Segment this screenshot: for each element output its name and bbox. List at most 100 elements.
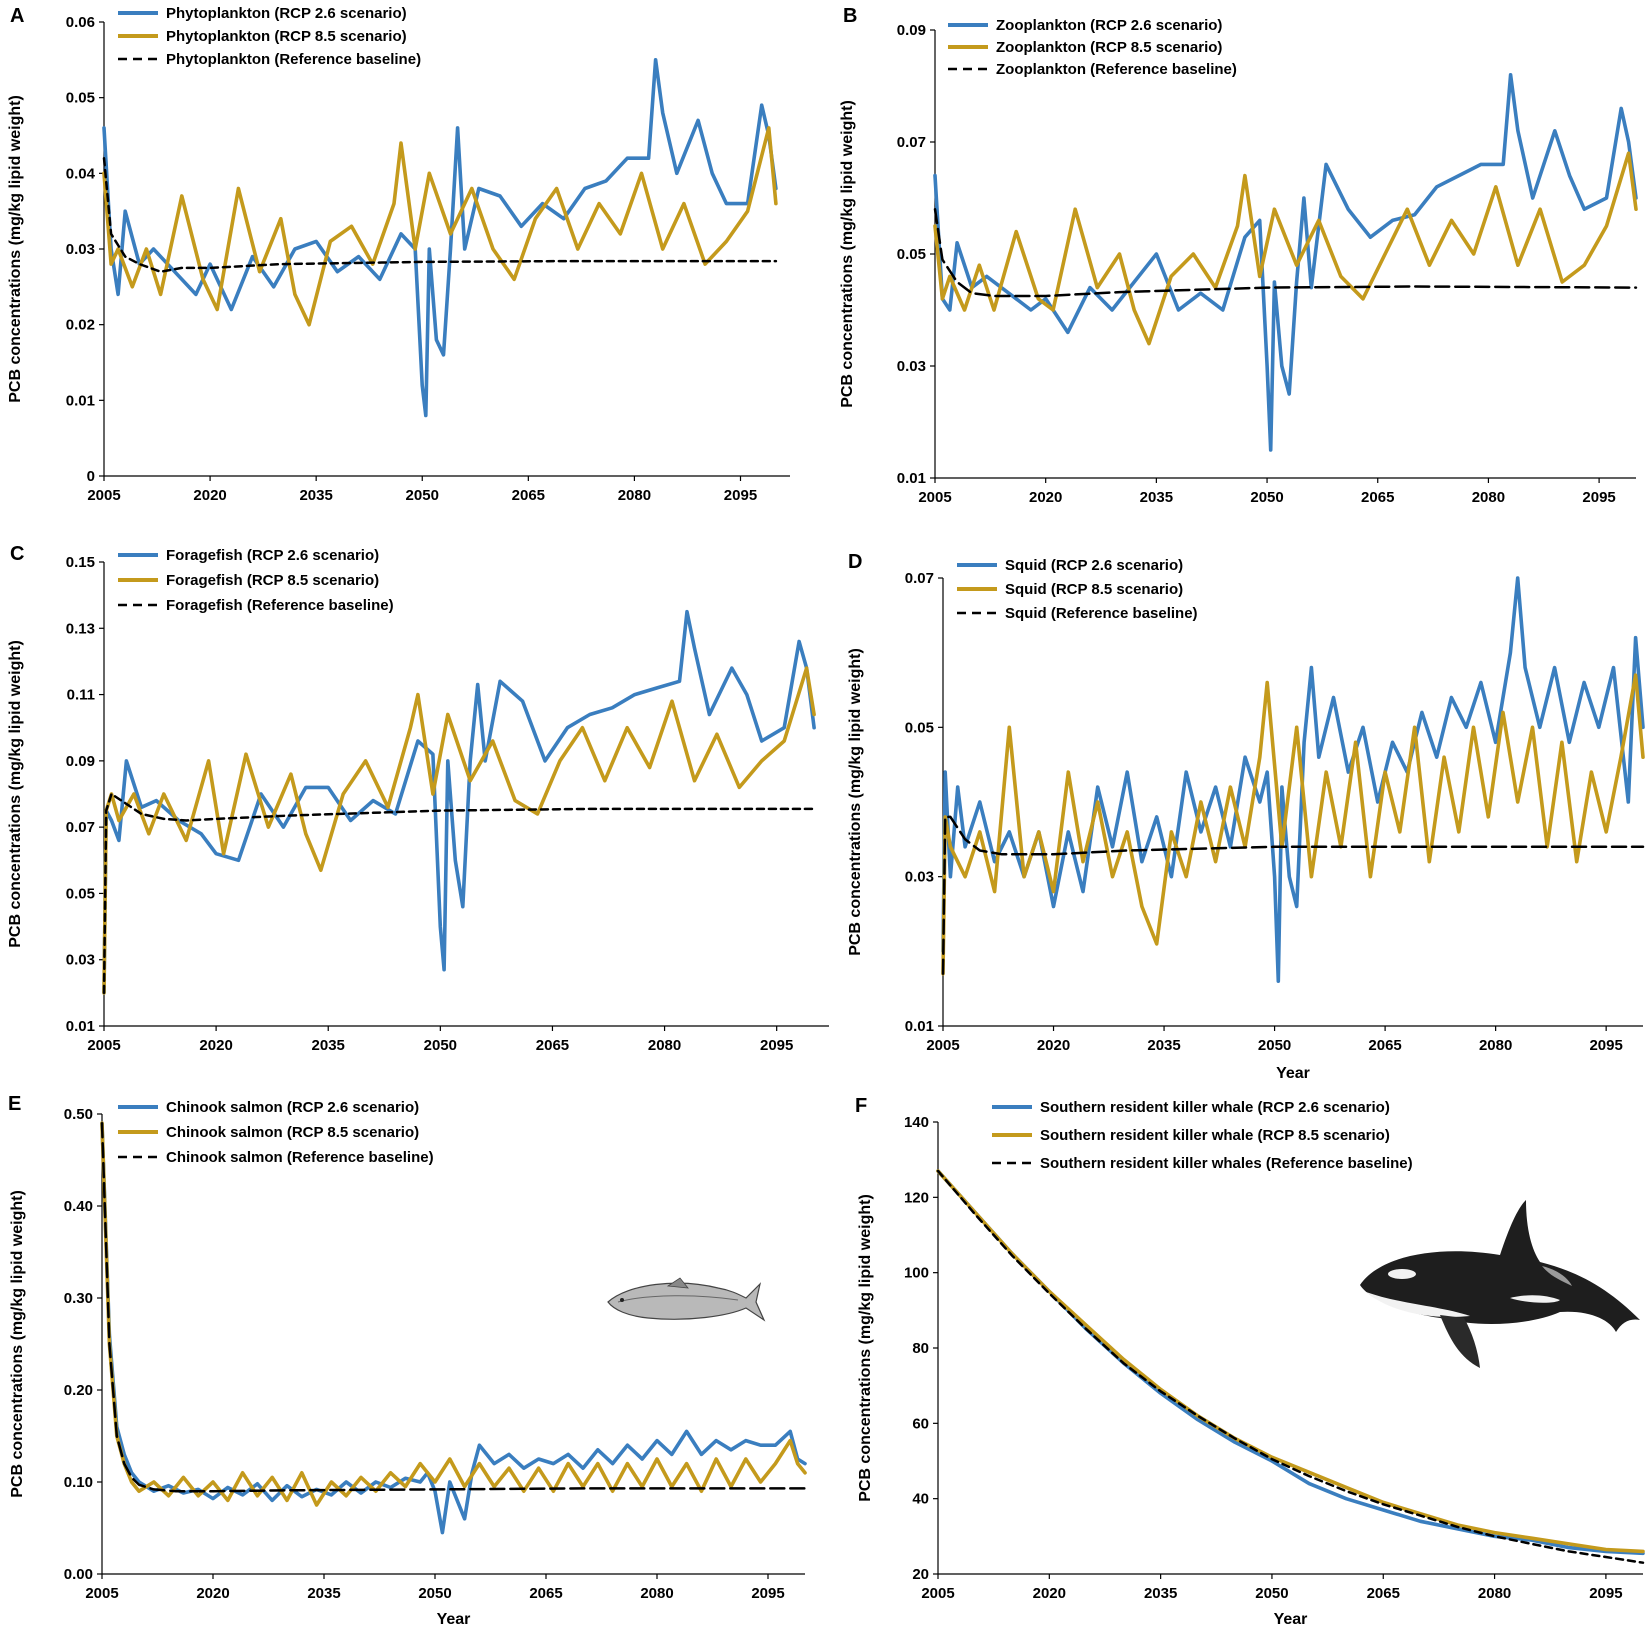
y-tick-label: 0.50	[64, 1106, 93, 1123]
y-tick-label: 0.03	[66, 241, 95, 258]
y-tick-label: 40	[912, 1491, 929, 1508]
legend-entry: Foragefish (RCP 8.5 scenario)	[166, 572, 379, 589]
x-tick-label: 2020	[193, 487, 226, 504]
x-tick-label: 2005	[87, 1037, 120, 1054]
y-tick-label: 0.10	[64, 1474, 93, 1491]
x-tick-label: 2095	[751, 1585, 784, 1602]
legend-entry: Zooplankton (RCP 2.6 scenario)	[996, 17, 1222, 34]
panel-a: A 0 0.01 0.02 0.03 0.04 0.05 0.06 2005 2020 2035 20…	[7, 5, 790, 504]
x-tick-label: 2095	[1589, 1585, 1622, 1602]
x-axis-label: Year	[437, 1611, 471, 1628]
panel-letter: C	[10, 543, 24, 565]
x-tick-label: 2035	[1144, 1585, 1177, 1602]
x-tick-label: 2095	[724, 487, 757, 504]
x-tick-label: 2050	[418, 1585, 451, 1602]
x-tick-label: 2035	[1140, 489, 1173, 506]
y-tick-label: 0.01	[897, 470, 926, 487]
y-tick-label: 0.07	[905, 570, 934, 587]
x-tick-label: 2065	[529, 1585, 562, 1602]
y-tick-label: 0.05	[66, 885, 95, 902]
y-axis-label: PCB concentrations (mg/kg lipid weight)	[9, 1190, 26, 1498]
y-axis-label: PCB concentrations (mg/kg lipid weight)	[857, 1194, 874, 1502]
y-tick-label: 0.01	[66, 392, 95, 409]
y-axis-label: PCB concentrations (mg/kg lipid weight)	[847, 648, 864, 956]
y-tick-label: 0.05	[66, 90, 95, 107]
x-tick-label: 2065	[512, 487, 545, 504]
x-tick-label: 2065	[536, 1037, 569, 1054]
panel-b: B 0.01 0.03 0.05 0.07 0.09 2005 2020 2035 2050 206…	[839, 5, 1638, 506]
legend-entry: Phytoplankton (RCP 8.5 scenario)	[166, 28, 407, 45]
legend-entry: Squid (Reference baseline)	[1005, 605, 1198, 622]
x-tick-label: 2020	[1037, 1037, 1070, 1054]
x-tick-label: 2050	[1255, 1585, 1288, 1602]
y-tick-label: 60	[912, 1415, 929, 1432]
legend-entry: Southern resident killer whale (RCP 2.6 …	[1040, 1099, 1390, 1116]
y-tick-label: 0.03	[905, 869, 934, 886]
x-tick-label: 2005	[85, 1585, 118, 1602]
x-tick-label: 2065	[1367, 1585, 1400, 1602]
salmon-illustration	[607, 1277, 766, 1322]
y-tick-label: 140	[904, 1114, 929, 1131]
y-tick-label: 0.09	[66, 753, 95, 770]
legend-entry: Southern resident killer whales (Referen…	[1040, 1155, 1413, 1172]
y-tick-label: 0.40	[64, 1198, 93, 1215]
y-tick-label: 0.03	[66, 952, 95, 969]
x-tick-label: 2035	[307, 1585, 340, 1602]
panel-d: D 0.01 0.03 0.05 0.07 2005 2020 2035 2050 2065 208…	[847, 551, 1645, 1082]
panel-c: C 0.01 0.03 0.05 0.07 0.09 0.11 0.13 0.15 2005 202…	[7, 543, 829, 1054]
x-tick-label: 2020	[1033, 1585, 1066, 1602]
panel-e: E 0.00 0.10 0.20 0.30 0.40 0.50 2005 2020 2035 205…	[8, 1093, 807, 1628]
x-tick-label: 2020	[1029, 489, 1062, 506]
x-tick-label: 2080	[618, 487, 651, 504]
y-tick-label: 0.02	[66, 317, 95, 334]
y-tick-label: 0.20	[64, 1382, 93, 1399]
series-line-rcp26	[102, 57, 778, 418]
y-tick-label: 120	[904, 1189, 929, 1206]
x-tick-label: 2050	[1258, 1037, 1291, 1054]
panel-f: F 20 40 60 80 100 120 140 2005 2020 2035 2050 2065 20…	[855, 1095, 1645, 1628]
legend-entry: Chinook salmon (RCP 8.5 scenario)	[166, 1124, 419, 1141]
x-tick-label: 2005	[926, 1037, 959, 1054]
legend-entry: Zooplankton (Reference baseline)	[996, 61, 1237, 78]
legend-entry: Squid (RCP 8.5 scenario)	[1005, 581, 1183, 598]
y-tick-label: 0.01	[905, 1018, 934, 1035]
panel-letter: A	[10, 5, 24, 27]
x-tick-label: 2035	[312, 1037, 345, 1054]
series-line-rcp26	[100, 1121, 807, 1535]
y-tick-label: 80	[912, 1340, 929, 1357]
x-tick-label: 2050	[1250, 489, 1283, 506]
y-tick-label: 0.00	[64, 1566, 93, 1583]
y-tick-label: 0.30	[64, 1290, 93, 1307]
panel-letter: E	[8, 1093, 21, 1115]
series-line-baseline	[933, 207, 1638, 298]
legend-entry: Squid (RCP 2.6 scenario)	[1005, 557, 1183, 574]
y-tick-label: 20	[912, 1566, 929, 1583]
y-axis-label: PCB concentrations (mg/kg lipid weight)	[839, 100, 856, 408]
series-line-rcp85	[933, 151, 1638, 346]
series-line-rcp85	[102, 666, 816, 995]
x-axis-label: Year	[1274, 1611, 1308, 1628]
y-tick-label: 0.07	[897, 134, 926, 151]
series-line-rcp26	[933, 73, 1638, 452]
legend-entry: Phytoplankton (RCP 2.6 scenario)	[166, 5, 407, 22]
series-line-baseline	[102, 156, 778, 273]
x-tick-label: 2005	[921, 1585, 954, 1602]
legend-entry: Chinook salmon (Reference baseline)	[166, 1149, 434, 1166]
y-tick-label: 0.05	[897, 246, 926, 263]
legend-entry: Zooplankton (RCP 8.5 scenario)	[996, 39, 1222, 56]
legend-entry: Southern resident killer whale (RCP 8.5 …	[1040, 1127, 1390, 1144]
legend-entry: Foragefish (Reference baseline)	[166, 597, 394, 614]
x-tick-label: 2065	[1368, 1037, 1401, 1054]
x-tick-label: 2005	[87, 487, 120, 504]
x-tick-label: 2095	[1582, 489, 1615, 506]
series-line-rcp85	[100, 1121, 807, 1507]
x-tick-label: 2095	[1589, 1037, 1622, 1054]
x-axis-label: Year	[1276, 1065, 1310, 1082]
x-tick-label: 2080	[1479, 1037, 1512, 1054]
y-tick-label: 0.03	[897, 358, 926, 375]
y-axis-label: PCB concentrations (mg/kg lipid weight)	[7, 640, 24, 948]
legend-entry: Foragefish (RCP 2.6 scenario)	[166, 547, 379, 564]
series-line-rcp26	[936, 1169, 1645, 1556]
x-tick-label: 2080	[1478, 1585, 1511, 1602]
series-line-rcp26	[102, 609, 816, 995]
